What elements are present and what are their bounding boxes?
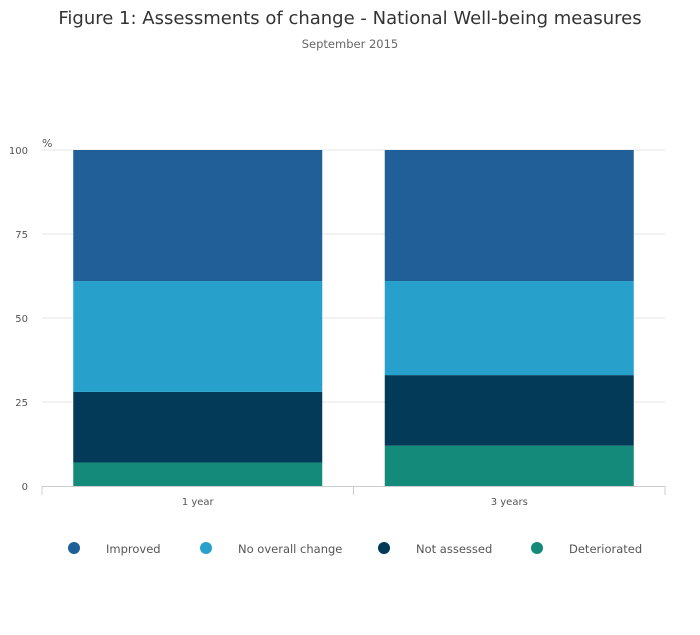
bar-improved-3-years[interactable]	[384, 150, 634, 282]
legend-marker-no-overall-change[interactable]	[200, 542, 212, 554]
legend-label-deteriorated[interactable]: Deteriorated	[569, 542, 642, 556]
bar-not-assessed-3-years[interactable]	[384, 375, 634, 446]
y-tick-label-50: 50	[15, 314, 28, 325]
legend-label-improved[interactable]: Improved	[106, 542, 161, 556]
legend-marker-not-assessed[interactable]	[378, 542, 390, 554]
bars	[73, 150, 634, 486]
legend-label-no-overall-change[interactable]: No overall change	[238, 542, 342, 556]
y-tick-label-0: 0	[22, 482, 28, 493]
y-tick-label-100: 100	[9, 146, 28, 157]
y-axis-unit-label: %	[42, 137, 52, 150]
bar-no-overall-change-3-years[interactable]	[384, 281, 634, 376]
bar-not-assessed-1-year[interactable]	[73, 391, 323, 463]
legend-marker-improved[interactable]	[68, 542, 80, 554]
chart-subtitle: September 2015	[302, 37, 399, 51]
bar-no-overall-change-1-year[interactable]	[73, 281, 323, 392]
bar-deteriorated-3-years[interactable]	[384, 445, 634, 486]
bar-improved-1-year[interactable]	[73, 150, 323, 282]
y-tick-label-25: 25	[15, 398, 28, 409]
axes: 0 25 50 75 100 1 year 3 years	[9, 146, 666, 508]
chart-title: Figure 1: Assessments of change - Nation…	[58, 8, 641, 29]
legend: Improved No overall change Not assessed Det…	[68, 542, 642, 556]
x-tick-label-3-years: 3 years	[491, 497, 528, 508]
y-tick-label-75: 75	[15, 230, 28, 241]
legend-label-not-assessed[interactable]: Not assessed	[416, 542, 492, 556]
bar-deteriorated-1-year[interactable]	[73, 462, 323, 486]
x-tick-label-1-year: 1 year	[182, 497, 215, 508]
legend-marker-deteriorated[interactable]	[531, 542, 543, 554]
